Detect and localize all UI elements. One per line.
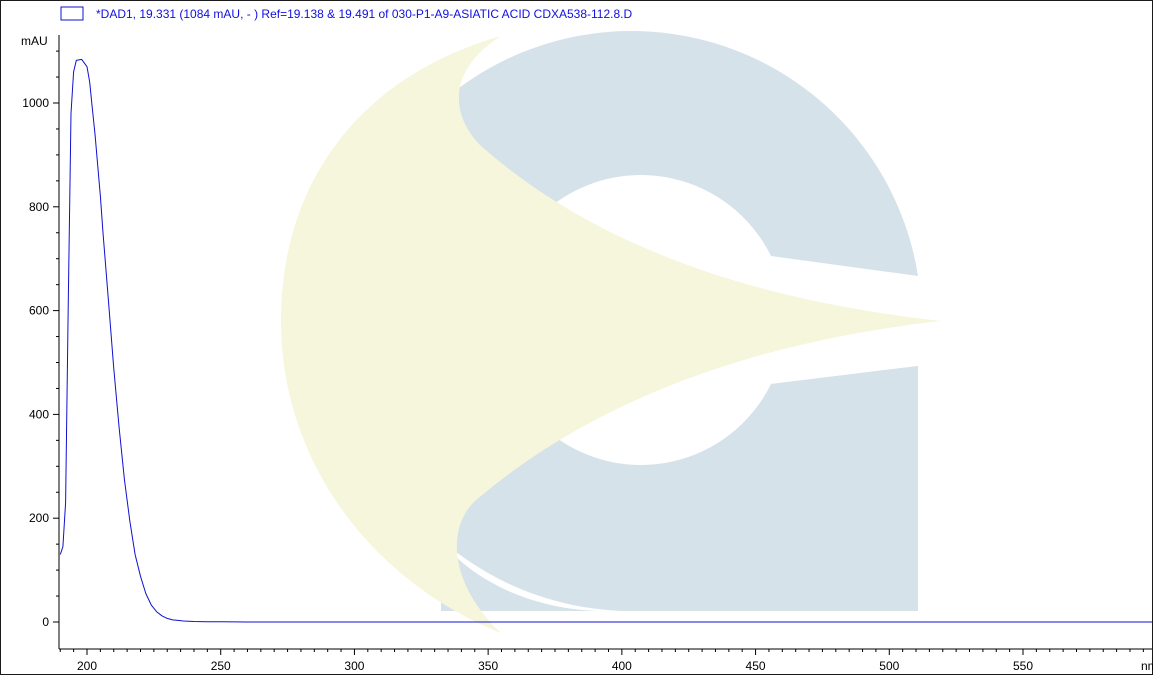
- legend-label: *DAD1, 19.331 (1084 mAU, - ) Ref=19.138 …: [96, 7, 632, 21]
- x-axis-ticks: 200 250 300 350 400 450 500 550: [59, 649, 1144, 673]
- watermark-ring-lower-shape: [441, 366, 918, 612]
- x-tick-label: 550: [1013, 659, 1033, 673]
- x-tick-label: 500: [879, 659, 899, 673]
- y-tick-label: 400: [29, 407, 49, 421]
- y-tick-label: 600: [29, 304, 49, 318]
- x-tick-label: 250: [211, 659, 231, 673]
- y-axis-ticks: 0 200 400 600 800 1000: [22, 50, 59, 629]
- watermark-wedge-shape: [281, 36, 941, 633]
- legend-swatch: [60, 6, 84, 21]
- watermark-logo: [281, 31, 941, 633]
- y-axis-unit-label: mAU: [21, 34, 48, 48]
- x-tick-label: 300: [344, 659, 364, 673]
- legend: *DAD1, 19.331 (1084 mAU, - ) Ref=19.138 …: [60, 6, 632, 21]
- series-layer: [59, 58, 1152, 623]
- y-tick-label: 200: [29, 511, 49, 525]
- y-tick-label: 1000: [22, 96, 49, 110]
- series-line: [59, 58, 1152, 623]
- x-tick-label: 400: [612, 659, 632, 673]
- x-tick-label: 450: [746, 659, 766, 673]
- y-tick-label: 0: [42, 615, 49, 629]
- y-tick-label: 800: [29, 200, 49, 214]
- x-tick-label: 350: [478, 659, 498, 673]
- x-axis-unit-label: nm: [1141, 659, 1153, 673]
- x-tick-label: 200: [77, 659, 97, 673]
